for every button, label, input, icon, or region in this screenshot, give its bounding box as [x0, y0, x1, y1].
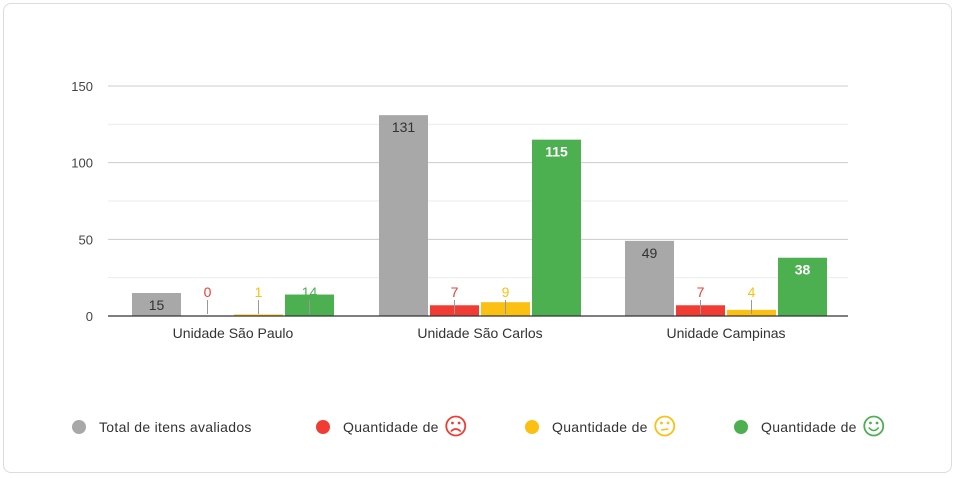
face-eye	[875, 421, 879, 425]
data-label: 7	[697, 284, 705, 300]
legend-marker	[525, 420, 539, 434]
face-eye	[457, 421, 461, 425]
legend-label: Quantidade de	[552, 419, 648, 435]
bar	[132, 293, 181, 316]
gridlines	[108, 85, 848, 279]
happy-face-icon	[863, 415, 885, 437]
face-mouth	[660, 428, 669, 431]
y-tick-label: 150	[71, 79, 93, 94]
category-label: Unidade São Paulo	[173, 325, 294, 341]
category-group: 15 0 1 14	[132, 284, 334, 316]
data-label: 9	[502, 284, 510, 300]
data-label: 1	[255, 284, 263, 300]
legend-marker	[316, 420, 330, 434]
y-tick-label: 0	[86, 309, 93, 324]
data-label: 0	[204, 284, 212, 300]
legend-label: Total de itens avaliados	[99, 419, 252, 435]
face-mouth	[868, 427, 880, 432]
data-label: 38	[795, 262, 811, 278]
face-outline	[863, 415, 885, 437]
face-mouth	[450, 428, 462, 432]
bar	[379, 115, 428, 316]
bar	[778, 257, 827, 316]
category-label: Unidade Campinas	[666, 325, 785, 341]
data-label: 4	[748, 284, 756, 300]
data-label: 7	[451, 284, 459, 300]
face-outline	[445, 415, 467, 437]
legend-label: Quantidade de	[761, 419, 857, 435]
data-label: 15	[149, 297, 165, 313]
data-label: 49	[642, 245, 658, 261]
legend-marker	[72, 420, 86, 434]
face-eye	[869, 421, 872, 425]
bar	[234, 314, 283, 316]
data-label: 115	[545, 144, 568, 160]
face-outline	[654, 415, 676, 437]
sad-face-icon	[445, 415, 467, 437]
face-eye	[666, 421, 670, 425]
y-tick-label: 100	[71, 156, 93, 171]
category-group: 49 7 4 38	[625, 240, 827, 316]
data-label: 14	[302, 284, 318, 300]
chart-card	[3, 3, 952, 473]
face-eye	[660, 421, 663, 425]
face-eye	[451, 421, 454, 425]
bar	[532, 139, 581, 316]
neutral-face-icon	[654, 415, 676, 437]
category-label: Unidade São Carlos	[417, 325, 542, 341]
legend-marker	[734, 420, 748, 434]
data-label: 131	[392, 119, 416, 135]
bar	[625, 240, 674, 316]
y-tick-label: 50	[79, 232, 93, 247]
category-group: 131 7 9 115	[379, 115, 581, 316]
legend-label: Quantidade de	[343, 419, 439, 435]
